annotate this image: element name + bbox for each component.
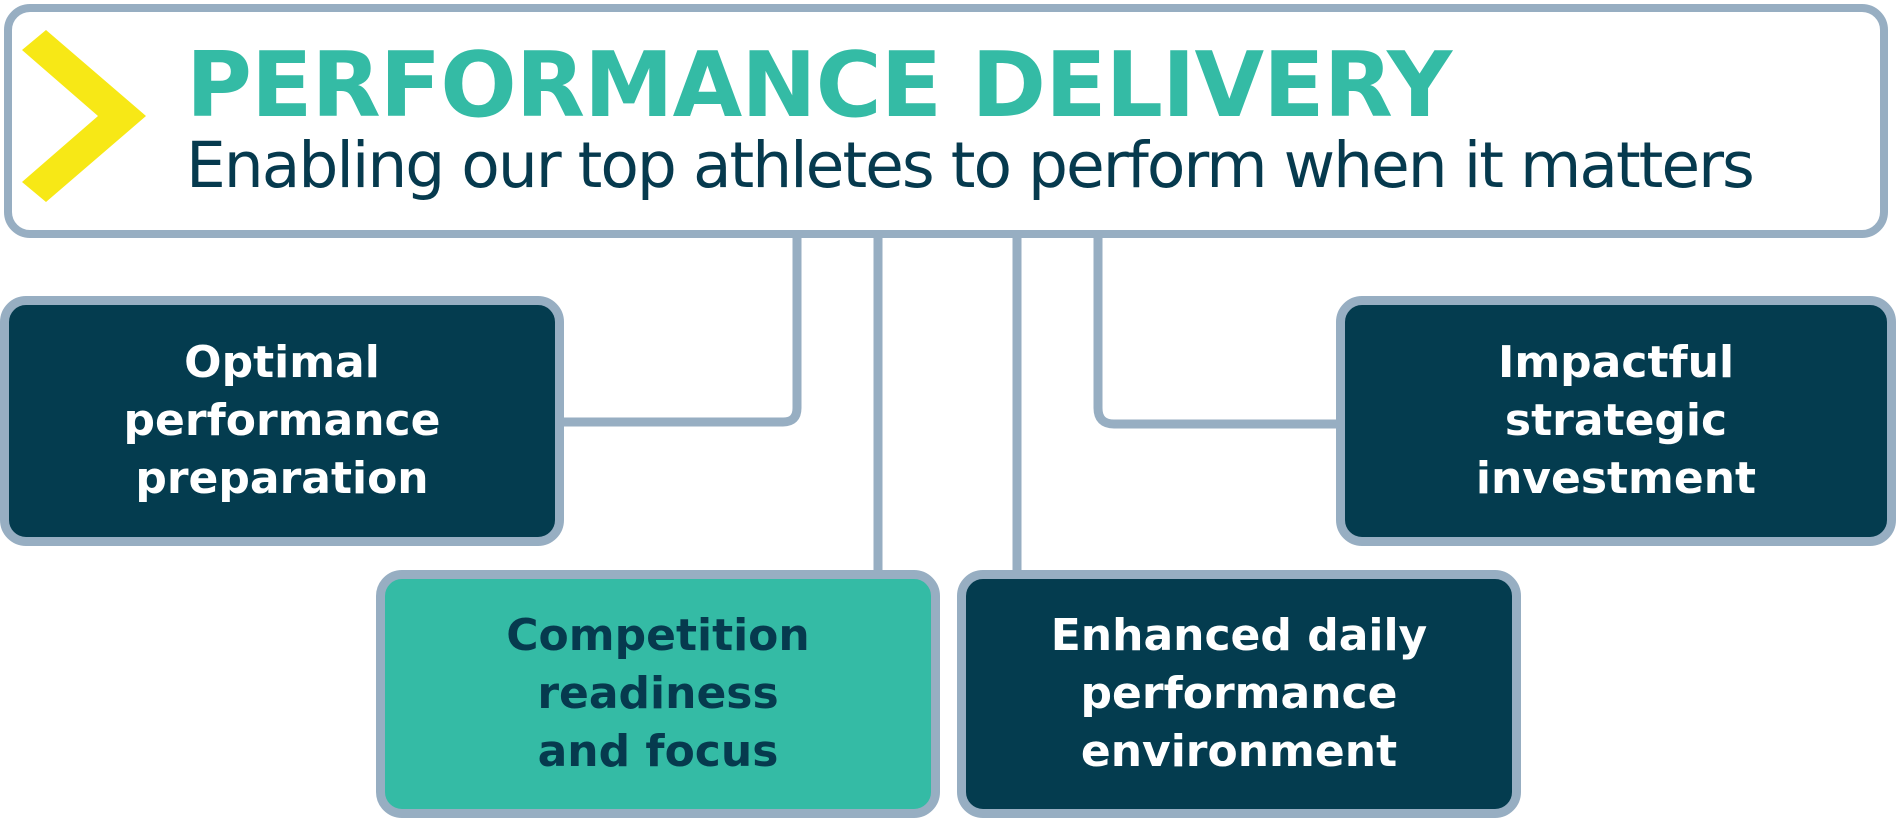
chevron-right-icon: [22, 30, 146, 202]
node-label-line: Enhanced daily: [1050, 610, 1428, 661]
page-subtitle: Enabling our top athletes to perform whe…: [186, 129, 1755, 202]
page-title: PERFORMANCE DELIVERY: [186, 33, 1452, 138]
node-label-line: performance: [123, 395, 441, 446]
connector-optimal-preparation: [564, 238, 802, 427]
node-label-line: Competition: [506, 610, 810, 661]
node-label-line: environment: [1080, 726, 1398, 777]
node-enhanced-daily-performance-environment: Enhanced daily performance environment: [957, 570, 1521, 818]
node-impactful-strategic-investment: Impactful strategic investment: [1336, 296, 1896, 546]
node-optimal-performance-preparation: Optimal performance preparation: [0, 296, 564, 546]
node-label-line: and focus: [537, 726, 779, 777]
node-label-line: preparation: [135, 453, 429, 504]
node-label-line: performance: [1080, 668, 1398, 719]
connector-strategic-investment: [1093, 238, 1336, 429]
header-box: [4, 4, 1888, 238]
node-label-line: strategic: [1504, 395, 1728, 446]
node-label-line: investment: [1475, 453, 1757, 504]
node-label-line: readiness: [537, 668, 779, 719]
node-competition-readiness-and-focus: Competition readiness and focus: [376, 570, 940, 818]
node-label-line: Impactful: [1497, 337, 1735, 388]
node-label-line: Optimal: [184, 337, 380, 388]
